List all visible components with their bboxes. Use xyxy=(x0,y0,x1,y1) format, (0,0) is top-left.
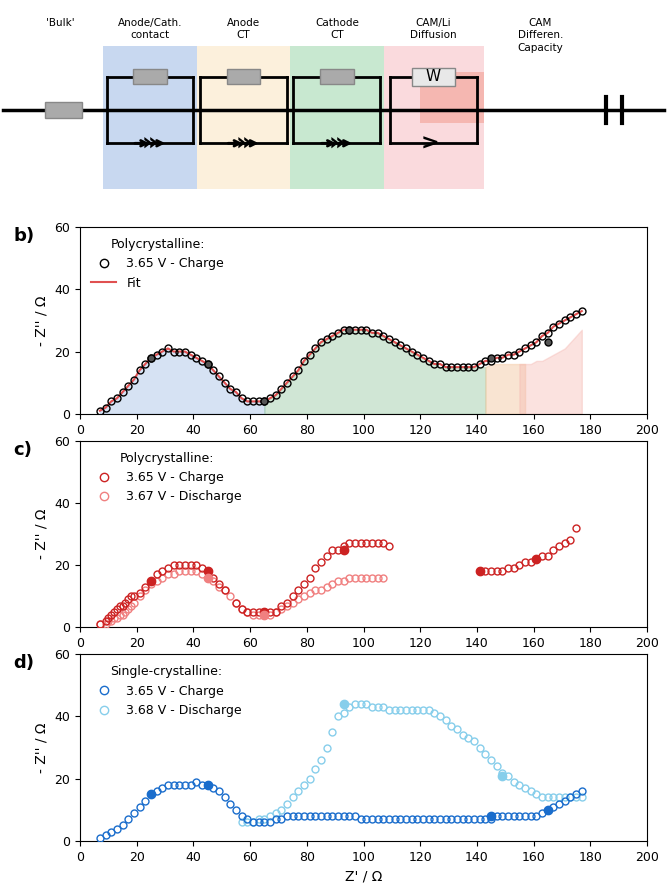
Text: 'Bulk': 'Bulk' xyxy=(46,18,74,28)
Y-axis label: - Z'' / Ω: - Z'' / Ω xyxy=(35,295,49,345)
FancyBboxPatch shape xyxy=(45,101,82,118)
Text: Anode/Cath.
contact: Anode/Cath. contact xyxy=(118,18,182,40)
Text: Cathode
CT: Cathode CT xyxy=(315,18,359,40)
Legend: 3.65 V - Charge, 3.67 V - Discharge: 3.65 V - Charge, 3.67 V - Discharge xyxy=(86,447,247,508)
Text: »: » xyxy=(235,132,251,155)
Y-axis label: - Z'' / Ω: - Z'' / Ω xyxy=(35,509,49,559)
Y-axis label: - Z'' / Ω: - Z'' / Ω xyxy=(35,723,49,773)
X-axis label: Z' / Ω: Z' / Ω xyxy=(345,442,382,457)
FancyBboxPatch shape xyxy=(103,46,197,190)
FancyBboxPatch shape xyxy=(384,46,484,190)
FancyBboxPatch shape xyxy=(420,71,484,123)
Text: CAM
Differen.
Capacity: CAM Differen. Capacity xyxy=(518,18,563,53)
Text: >: > xyxy=(421,134,440,153)
Text: »: » xyxy=(329,132,345,155)
FancyBboxPatch shape xyxy=(227,69,260,85)
FancyBboxPatch shape xyxy=(320,69,354,85)
FancyBboxPatch shape xyxy=(412,68,455,86)
FancyBboxPatch shape xyxy=(290,46,460,190)
Text: d): d) xyxy=(13,654,34,672)
Legend: 3.65 V - Charge, Fit: 3.65 V - Charge, Fit xyxy=(86,233,229,295)
Legend: 3.65 V - Charge, 3.68 V - Discharge: 3.65 V - Charge, 3.68 V - Discharge xyxy=(86,660,247,722)
Text: b): b) xyxy=(13,227,35,245)
Text: »: » xyxy=(142,132,158,155)
X-axis label: Z' / Ω: Z' / Ω xyxy=(345,656,382,670)
X-axis label: Z' / Ω: Z' / Ω xyxy=(345,870,382,884)
FancyBboxPatch shape xyxy=(197,46,290,190)
Text: Anode
CT: Anode CT xyxy=(227,18,260,40)
FancyBboxPatch shape xyxy=(133,69,167,85)
Text: c): c) xyxy=(13,441,32,458)
Text: CAM/Li
Diffusion: CAM/Li Diffusion xyxy=(410,18,457,40)
Text: W: W xyxy=(426,69,441,85)
